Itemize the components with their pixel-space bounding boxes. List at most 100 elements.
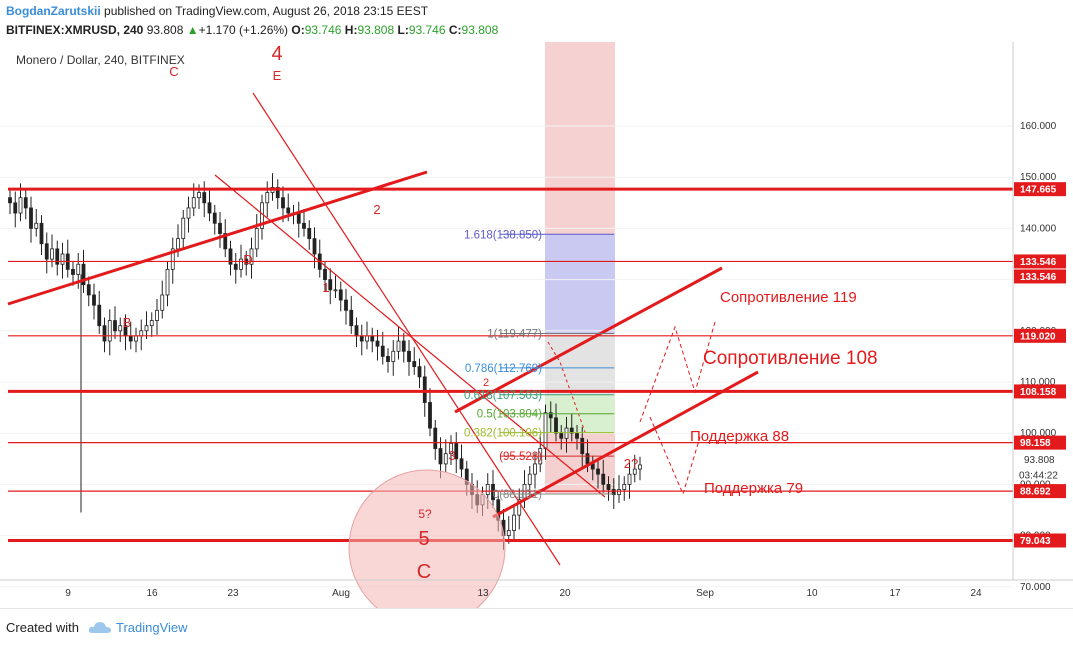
fib-level-label: 1.618(138.850) [464,229,542,241]
annotations: Сопротивление 119 Сопротивление 108 Поддер… [690,289,878,497]
wave-label: C [417,561,431,583]
candle-body [149,320,154,327]
last-price: 93.808 [146,23,184,37]
level-price-text: 119.020 [1020,331,1056,342]
fib-level-label: 1(119.477) [487,328,542,340]
candle-body [139,330,144,337]
open-label: O: [291,23,305,37]
candle-body [407,350,411,362]
candle-body [254,228,259,250]
candle-body [601,473,606,485]
level-price-text: 147.665 [1020,185,1057,196]
author-link[interactable]: BogdanZarutskii [6,4,101,18]
candle-body [134,335,138,342]
candle-body [569,427,574,434]
low-value: 93.746 [408,23,446,37]
wave-label: C [169,64,178,79]
level-annotation: Сопротивление 108 [703,348,878,369]
candle-body [249,248,254,265]
time-tick-label: 20 [559,588,571,599]
price-tick-label: 100.000 [1020,428,1057,439]
candle-body [417,366,422,378]
candle-body [338,289,343,301]
candle-body [354,325,359,337]
candle-body [344,299,348,311]
candle-body [202,192,207,204]
close-value: 93.808 [461,23,499,37]
price-chart[interactable]: 1.618(138.850) 1(119.477) 0.786(112.769) 0.… [0,42,1073,608]
price-change: +1.170 (+1.26%) [198,23,289,37]
candle-body [606,484,611,490]
candle-body [144,325,149,332]
candle-body [34,222,39,229]
fib-zone-top [545,42,615,235]
candle-body [559,432,564,439]
created-with-text: Created with [6,620,79,635]
time-tick-label: 23 [227,588,239,599]
candle-body [386,356,390,362]
candle-body [50,248,54,260]
up-arrow-icon: ▲ [186,23,199,37]
candle-body [92,294,96,306]
projection-fib [547,341,586,433]
time-tick-label: 17 [889,588,901,599]
candle-body [86,284,91,296]
current-price-label: 93.808 [1024,455,1055,466]
high-label: H: [344,23,358,37]
candle-body [60,253,65,265]
wave-label: 5? [418,507,432,521]
time-axis-labels: 9 16 23 Aug 13 20 Sep 10 17 24 [65,588,982,599]
countdown-label: 03:44:22 [1019,470,1058,481]
time-tick-label: 13 [477,588,489,599]
candle-body [428,402,432,429]
candle-body [617,489,621,496]
price-axis-labels: 70.00080.00090.000100.000110.000120.0001… [1014,121,1066,593]
open-value: 93.746 [304,23,342,37]
candle-body [527,473,532,485]
tradingview-brand[interactable]: TradingView [116,620,188,635]
ticker: BITFINEX:XMRUSD, 240 [6,23,144,37]
candle-body [611,489,616,496]
price-tick-label: 70.000 [1020,582,1051,593]
candle-body [596,468,600,475]
level-price-text: 108.158 [1020,387,1057,398]
candle-body [228,248,233,265]
wave-label: B [123,315,132,330]
wave5-circle [348,469,506,608]
candle-body [302,222,306,229]
candle-body [638,464,642,470]
candle-body [286,207,291,214]
candle-body [44,243,49,260]
candle-body [207,202,212,214]
wave-label: 2 [483,377,489,389]
level-price-tag [1014,182,1066,197]
candle-body [412,361,417,368]
wave-label: E [273,68,282,83]
candle-body [128,335,133,342]
candle-body [349,309,354,327]
candle-body [333,289,338,292]
candle-body [181,217,186,240]
level-price-text: 98.158 [1020,438,1051,449]
fib-zone-ext [545,234,615,334]
horizontal-levels [8,187,1013,542]
grid-lines [0,125,1013,588]
channel-upper [252,92,561,566]
candle-body [18,197,23,214]
fibonacci-labels: 1.618(138.850) 1(119.477) 0.786(112.769) 0.… [464,229,614,501]
candle-body [449,443,453,455]
candle-body [29,207,33,229]
candle-body [233,263,238,270]
candle-body [401,340,406,352]
time-tick-label: Sep [696,588,714,599]
price-tick-label: 140.000 [1020,223,1057,234]
projection-up [639,321,716,423]
candle-body [396,340,401,352]
rising-resistance [454,266,723,414]
level-price-text: 133.546 [1020,272,1057,283]
time-tick-label: 24 [970,588,982,599]
level-price-text: 88.692 [1020,487,1051,498]
candle-body [554,417,558,434]
level-annotation: Поддержка 79 [704,480,803,497]
candle-body [533,463,537,475]
